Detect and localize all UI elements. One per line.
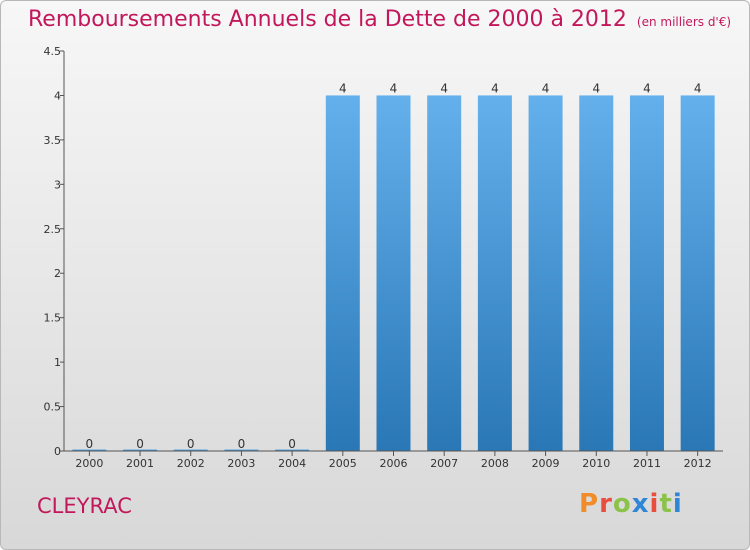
data-label: 4 <box>592 81 600 95</box>
bar-2005 <box>325 95 360 451</box>
data-label: 0 <box>136 437 144 451</box>
x-tick-label: 2012 <box>684 457 712 470</box>
logo-letter: o <box>612 489 632 519</box>
y-tick-label: 1 <box>54 356 61 369</box>
chart-title: Remboursements Annuels de la Dette de 20… <box>28 7 731 32</box>
y-tick-label: 0.5 <box>44 401 62 414</box>
logo-letter: i <box>672 489 683 519</box>
y-tick-label: 4.5 <box>44 45 62 58</box>
x-tick-label: 2010 <box>582 457 610 470</box>
bar-2010 <box>579 95 614 451</box>
logo-letter: r <box>599 489 613 519</box>
x-tick-label: 2009 <box>532 457 560 470</box>
bar-2012 <box>680 95 715 451</box>
y-tick-label: 1.5 <box>44 312 62 325</box>
y-tick-label: 3 <box>54 178 61 191</box>
y-tick-label: 2.5 <box>44 223 62 236</box>
bar-2003 <box>224 449 259 451</box>
bar-2007 <box>427 95 462 451</box>
data-label: 4 <box>440 81 448 95</box>
bar-2009 <box>528 95 563 451</box>
data-label: 4 <box>491 81 499 95</box>
bar-2001 <box>123 449 158 451</box>
x-tick-label: 2007 <box>430 457 458 470</box>
x-tick-label: 2008 <box>481 457 509 470</box>
y-tick-label: 0 <box>54 445 61 458</box>
logo-letter: P <box>579 489 600 519</box>
y-tick-label: 3.5 <box>44 134 62 147</box>
x-tick-label: 2001 <box>126 457 154 470</box>
y-tick-label: 4 <box>54 89 61 102</box>
bar-2002 <box>173 449 208 451</box>
title-text: Remboursements Annuels de la Dette de 20… <box>28 7 627 32</box>
bar-2004 <box>275 449 310 451</box>
y-tick-label: 2 <box>54 267 61 280</box>
bar-2008 <box>477 95 512 451</box>
logo-letter: x <box>631 489 650 519</box>
logo-letter: i <box>649 489 660 519</box>
data-label: 0 <box>238 437 246 451</box>
x-tick-label: 2004 <box>278 457 306 470</box>
x-tick-label: 2011 <box>633 457 661 470</box>
x-tick-label: 2002 <box>177 457 205 470</box>
logo-letter: t <box>659 489 673 519</box>
bar-2006 <box>376 95 411 451</box>
bar-2000 <box>72 449 107 451</box>
data-label: 0 <box>86 437 94 451</box>
title-unit: (en milliers d'€) <box>636 15 732 29</box>
x-tick-label: 2000 <box>75 457 103 470</box>
data-label: 0 <box>187 437 195 451</box>
data-label: 4 <box>390 81 398 95</box>
x-tick-label: 2005 <box>329 457 357 470</box>
data-label: 0 <box>288 437 296 451</box>
place-name: CLEYRAC <box>37 494 132 518</box>
data-label: 4 <box>542 81 550 95</box>
data-label: 4 <box>694 81 702 95</box>
data-label: 4 <box>643 81 651 95</box>
proxiti-logo: Proxiti <box>579 489 683 519</box>
data-label: 4 <box>339 81 347 95</box>
bar-2011 <box>629 95 664 451</box>
x-tick-label: 2003 <box>227 457 255 470</box>
x-tick-label: 2006 <box>380 457 408 470</box>
